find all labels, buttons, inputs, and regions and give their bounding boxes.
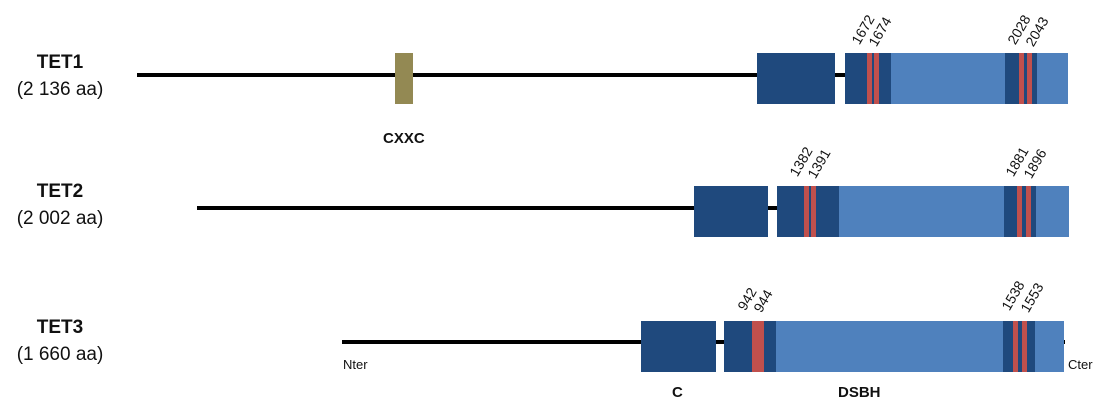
protein-name-tet3: TET3 — [36, 317, 84, 338]
site-marker-tet1-1 — [867, 53, 872, 104]
site-marker-tet3-2 — [1013, 321, 1018, 372]
backbone-tet2 — [197, 206, 1069, 210]
c-domain-tet3 — [641, 321, 716, 372]
protein-name-tet1: TET1 — [36, 52, 84, 73]
protein-length-tet2: (2 002 aa) — [16, 208, 104, 229]
core-dark-right-tet3 — [1003, 321, 1035, 372]
dsbh-domain-label: DSBH — [838, 384, 881, 401]
c-domain-tet1 — [757, 53, 835, 104]
protein-length-tet3: (1 660 aa) — [16, 344, 104, 365]
cter-label: Cter — [1068, 357, 1093, 372]
protein-name-tet2: TET2 — [36, 181, 84, 202]
site-marker-tet3-1 — [752, 321, 764, 372]
site-marker-tet2-2 — [811, 186, 816, 237]
c-domain-label: C — [672, 384, 683, 401]
site-marker-tet1-4 — [1027, 53, 1032, 104]
c-domain-tet2 — [694, 186, 768, 237]
core-dark-left-tet3 — [724, 321, 776, 372]
cxxc-domain-tet1 — [395, 53, 413, 104]
site-marker-tet1-3 — [1019, 53, 1024, 104]
backbone-tet1 — [137, 73, 1067, 77]
cxxc-label: CXXC — [383, 130, 425, 147]
site-marker-tet2-1 — [804, 186, 809, 237]
protein-length-tet1: (2 136 aa) — [16, 79, 104, 100]
nter-label: Nter — [343, 357, 368, 372]
site-marker-tet2-3 — [1017, 186, 1022, 237]
site-marker-tet1-2 — [874, 53, 879, 104]
site-marker-tet3-3 — [1022, 321, 1027, 372]
site-marker-tet2-4 — [1026, 186, 1031, 237]
